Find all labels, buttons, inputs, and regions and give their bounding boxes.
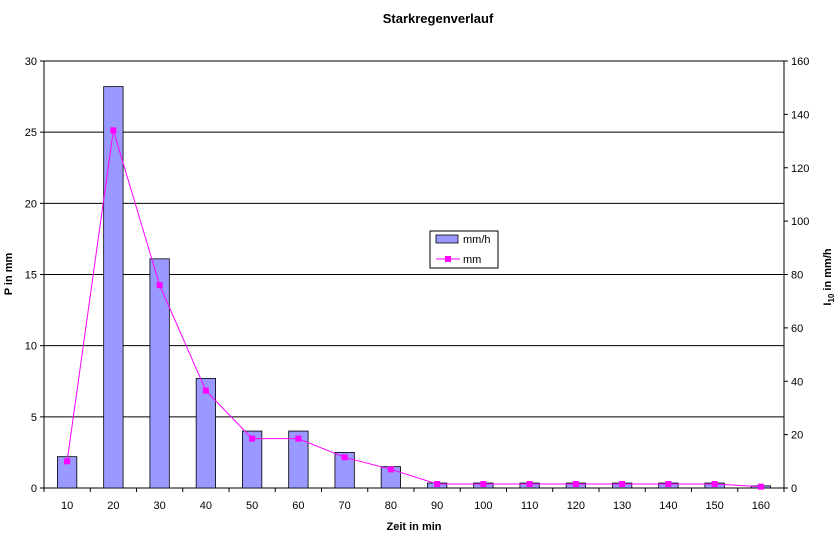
line-point bbox=[619, 480, 626, 487]
right-axis-tick-label: 120 bbox=[791, 163, 809, 175]
x-axis-tick-label: 70 bbox=[339, 500, 351, 512]
left-axis-tick-label: 20 bbox=[25, 198, 37, 210]
right-axis-tick-label: 20 bbox=[791, 430, 803, 442]
x-axis-tick-label: 60 bbox=[292, 500, 304, 512]
line-series bbox=[64, 127, 764, 490]
line-point bbox=[387, 466, 394, 473]
line-point bbox=[64, 458, 71, 465]
left-axis-label: P in mm bbox=[3, 252, 15, 295]
series-line bbox=[66, 130, 761, 488]
line-point bbox=[341, 454, 348, 461]
bar bbox=[195, 378, 216, 489]
line-point bbox=[249, 435, 256, 442]
right-axis-tick-label: 60 bbox=[791, 323, 803, 335]
right-axis-tick-label: 140 bbox=[791, 109, 809, 121]
right-axis: 0 20 40 60 80 100 120 140 160 bbox=[784, 56, 809, 495]
right-axis-label-main: I bbox=[822, 303, 834, 306]
x-axis-tick-label: 110 bbox=[521, 500, 539, 512]
right-axis-tick-label: 100 bbox=[791, 216, 809, 228]
left-axis: 0 5 10 15 20 25 30 bbox=[25, 56, 44, 495]
x-axis-tick-label: 140 bbox=[659, 500, 677, 512]
right-axis-label-sub: 10 bbox=[827, 293, 836, 302]
bar-series bbox=[57, 86, 771, 489]
left-axis-tick-label: 0 bbox=[31, 483, 37, 495]
line-point bbox=[665, 480, 672, 487]
left-axis-tick-label: 10 bbox=[25, 341, 37, 353]
right-axis-tick-label: 80 bbox=[791, 270, 803, 282]
right-axis-tick-label: 40 bbox=[791, 376, 803, 388]
legend-swatch-bar bbox=[435, 234, 459, 244]
line-point bbox=[572, 480, 579, 487]
line-point bbox=[526, 480, 533, 487]
bar bbox=[334, 452, 355, 489]
line-point bbox=[110, 127, 117, 134]
x-axis-tick-label: 120 bbox=[567, 500, 585, 512]
legend: mm/h mm bbox=[429, 230, 499, 269]
right-axis-tick-label: 0 bbox=[791, 483, 797, 495]
x-axis-tick-label: 80 bbox=[385, 500, 397, 512]
left-axis-tick-label: 25 bbox=[25, 127, 37, 139]
line-point bbox=[156, 282, 163, 289]
line-point bbox=[480, 480, 487, 487]
bar bbox=[57, 456, 78, 489]
bar bbox=[103, 86, 124, 489]
line-point bbox=[711, 480, 718, 487]
left-axis-tick-label: 15 bbox=[25, 270, 37, 282]
legend-label-line: mm bbox=[463, 254, 481, 266]
right-axis-label: I10 in mm/h bbox=[822, 248, 836, 305]
line-point bbox=[434, 480, 441, 487]
left-axis-tick-label: 5 bbox=[31, 412, 37, 424]
line-point bbox=[757, 483, 764, 490]
left-axis-tick-label: 30 bbox=[25, 56, 37, 68]
x-axis-tick-label: 10 bbox=[61, 500, 73, 512]
x-axis-tick-label: 30 bbox=[154, 500, 166, 512]
bar bbox=[149, 258, 170, 489]
x-axis-tick-label: 100 bbox=[474, 500, 492, 512]
x-axis-label: Zeit in min bbox=[387, 521, 442, 533]
line-point bbox=[202, 387, 209, 394]
bar bbox=[288, 430, 309, 489]
x-axis-tick-label: 130 bbox=[613, 500, 631, 512]
legend-swatch-marker bbox=[445, 256, 451, 262]
legend-label-bar: mm/h bbox=[463, 234, 491, 246]
x-axis-tick-label: 160 bbox=[752, 500, 770, 512]
x-axis-tick-label: 150 bbox=[705, 500, 723, 512]
x-axis-tick-label: 90 bbox=[431, 500, 443, 512]
bar bbox=[242, 430, 263, 489]
x-axis-tick-label: 20 bbox=[107, 500, 119, 512]
x-axis-tick-label: 40 bbox=[200, 500, 212, 512]
chart-title: Starkregenverlauf bbox=[383, 11, 494, 26]
right-axis-tick-label: 160 bbox=[791, 56, 809, 68]
x-axis: 10 20 30 40 50 60 70 80 90 100 110 120 130 140 150 160 bbox=[43, 488, 785, 512]
x-axis-tick-label: 50 bbox=[246, 500, 258, 512]
right-axis-label-rest: in mm/h bbox=[822, 248, 834, 294]
line-point bbox=[295, 435, 302, 442]
